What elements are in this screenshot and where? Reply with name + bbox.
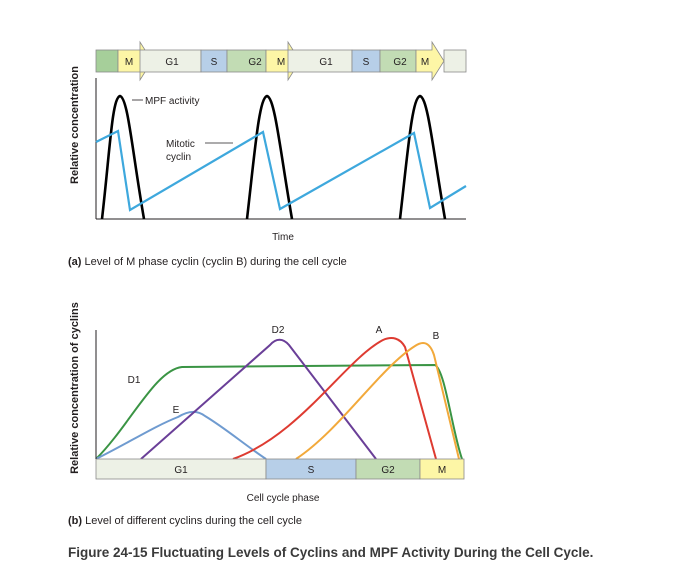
mitotic-cyclin-label-line1: Mitotic [166,139,195,150]
cyclin-e-curve [95,410,267,460]
phase-label-m: M [277,57,285,68]
phase-label-g2: G2 [381,465,395,476]
mpf-activity-curve [100,94,447,220]
x-axis-label-b: Cell cycle phase [247,493,320,504]
cyclin-b-curve [295,342,460,460]
phase-arrow-m [415,40,445,82]
curve-label-d2: D2 [272,325,285,336]
curve-label-b: B [433,331,440,342]
cyclin-d2-curve [140,338,377,460]
curve-label-d1: D1 [128,375,141,386]
mitotic-cyclin-label-line2: cyclin [166,152,191,163]
x-axis-label-a: Time [272,232,294,243]
phase-label-s: S [363,57,370,68]
mitotic-cyclin-curve [95,129,467,212]
phase-label-g1: G1 [319,57,333,68]
phase-bar-b: G1 S G2 M [95,458,465,480]
cyclin-d1-curve [95,363,463,460]
phase-label-m: M [125,57,133,68]
mpf-activity-label: MPF activity [145,96,199,107]
phase-label-g2: G2 [393,57,407,68]
phase-label-m: M [421,57,429,68]
phase-label-g1: G1 [165,57,179,68]
phase-label-g2: G2 [248,57,262,68]
figure-title: Figure 24-15 Fluctuating Levels of Cycli… [68,545,593,560]
y-axis-label-a: Relative concentration [69,66,81,184]
caption-b: (b) Level of different cyclins during th… [68,515,302,527]
phase-label-s: S [308,465,315,476]
phase-bar-a: M G1 S G2 M G1 S G2 M [95,40,467,82]
phase-label-m: M [438,465,446,476]
phase-label-g1: G1 [174,465,188,476]
y-axis-label-b: Relative concentration of cyclins [69,302,81,474]
curve-label-e: E [173,405,180,416]
caption-a: (a) Level of M phase cyclin (cyclin B) d… [68,256,347,268]
curve-label-a: A [376,325,383,336]
cyclin-a-curve [232,337,437,460]
phase-label-s: S [211,57,218,68]
